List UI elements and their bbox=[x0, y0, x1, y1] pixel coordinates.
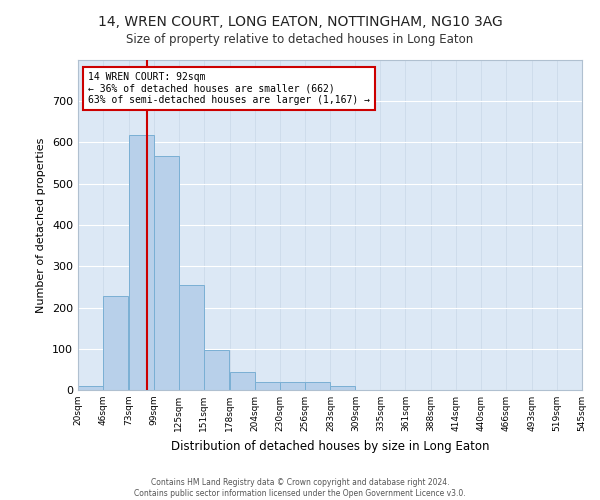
Bar bbox=[78, 386, 103, 390]
Bar bbox=[230, 372, 254, 390]
Text: Contains HM Land Registry data © Crown copyright and database right 2024.
Contai: Contains HM Land Registry data © Crown c… bbox=[134, 478, 466, 498]
Bar bbox=[305, 382, 329, 390]
Bar bbox=[331, 386, 355, 390]
Bar bbox=[179, 285, 204, 390]
Text: Size of property relative to detached houses in Long Eaton: Size of property relative to detached ho… bbox=[127, 32, 473, 46]
Bar bbox=[129, 135, 154, 390]
Bar bbox=[254, 382, 280, 390]
Bar bbox=[204, 350, 229, 390]
Text: 14 WREN COURT: 92sqm
← 36% of detached houses are smaller (662)
63% of semi-deta: 14 WREN COURT: 92sqm ← 36% of detached h… bbox=[88, 72, 370, 105]
Text: 14, WREN COURT, LONG EATON, NOTTINGHAM, NG10 3AG: 14, WREN COURT, LONG EATON, NOTTINGHAM, … bbox=[98, 15, 502, 29]
Bar bbox=[103, 296, 128, 390]
X-axis label: Distribution of detached houses by size in Long Eaton: Distribution of detached houses by size … bbox=[171, 440, 489, 452]
Bar bbox=[154, 156, 179, 390]
Bar bbox=[280, 382, 305, 390]
Y-axis label: Number of detached properties: Number of detached properties bbox=[37, 138, 46, 312]
